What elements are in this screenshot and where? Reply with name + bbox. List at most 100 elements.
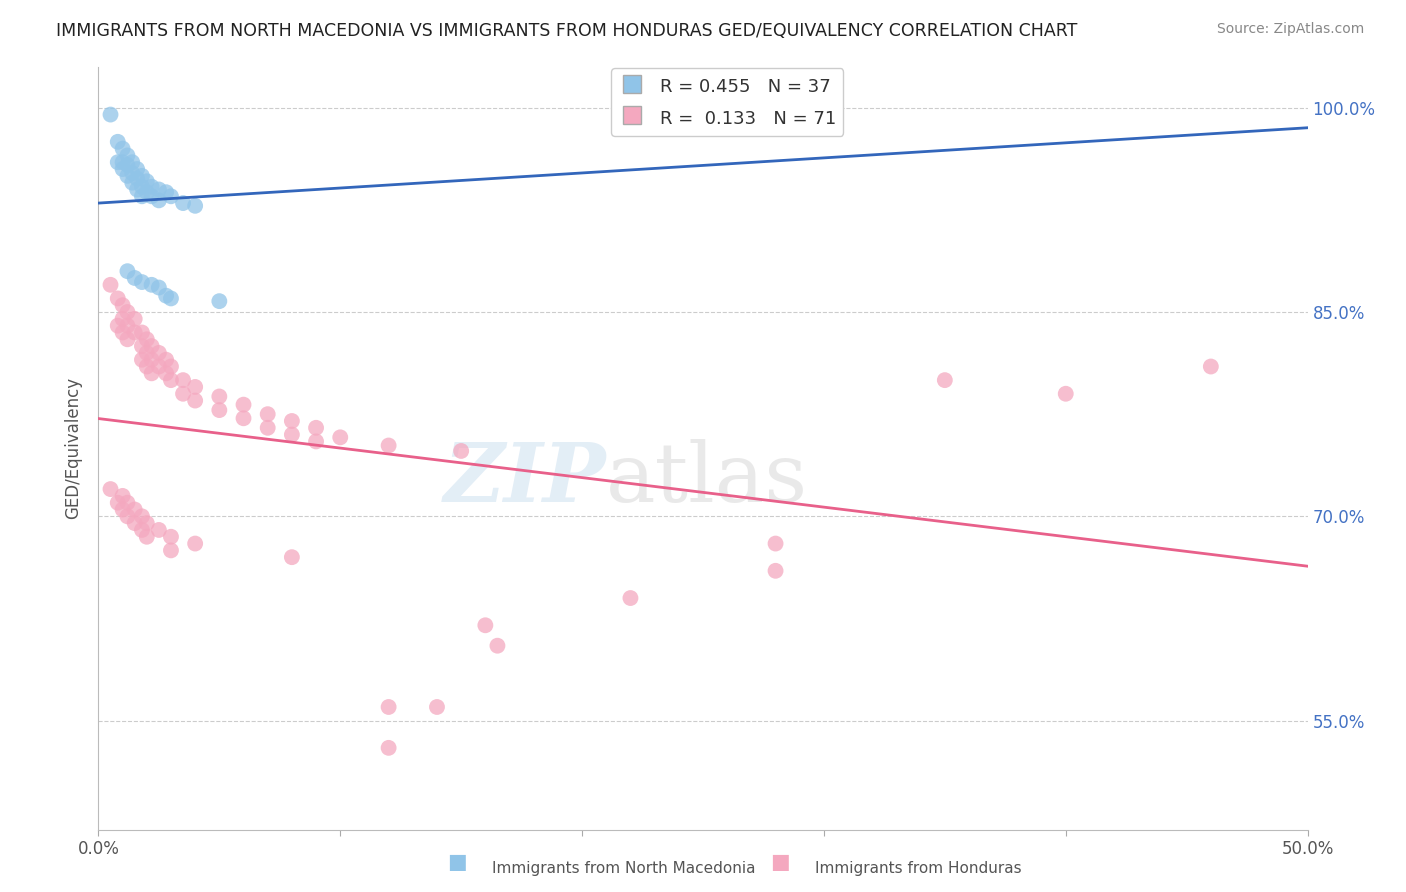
Point: [184, 536, 207, 550]
Point: [127, 171, 149, 186]
Point: [117, 496, 139, 510]
Point: [107, 318, 129, 333]
Point: [232, 398, 254, 412]
Point: [127, 182, 149, 196]
Point: [208, 294, 231, 309]
Text: IMMIGRANTS FROM NORTH MACEDONIA VS IMMIGRANTS FROM HONDURAS GED/EQUIVALENCY CORR: IMMIGRANTS FROM NORTH MACEDONIA VS IMMIG…: [56, 22, 1077, 40]
Point: [131, 339, 153, 353]
Point: [141, 367, 163, 381]
Point: [141, 339, 163, 353]
Point: [135, 530, 157, 544]
Point: [148, 359, 170, 374]
Point: [281, 414, 304, 428]
Point: [148, 523, 170, 537]
Point: [184, 393, 207, 408]
Point: [160, 530, 183, 544]
Point: [486, 639, 509, 653]
Point: [111, 142, 134, 156]
Point: [121, 155, 143, 169]
Point: [127, 162, 149, 177]
Point: [377, 438, 399, 452]
Point: [141, 189, 163, 203]
Point: [131, 169, 153, 183]
Legend: R = 0.455   N = 37, R =  0.133   N = 71: R = 0.455 N = 37, R = 0.133 N = 71: [612, 69, 844, 136]
Point: [232, 411, 254, 425]
Point: [124, 326, 146, 340]
Point: [100, 482, 122, 496]
Point: [107, 496, 129, 510]
Point: [117, 318, 139, 333]
Point: [426, 700, 449, 714]
Text: Immigrants from Honduras: Immigrants from Honduras: [815, 861, 1022, 876]
Point: [135, 346, 157, 360]
Point: [474, 618, 496, 632]
Point: [117, 158, 139, 172]
Point: [155, 367, 177, 381]
Point: [117, 509, 139, 524]
Point: [135, 359, 157, 374]
Point: [107, 155, 129, 169]
Point: [111, 311, 134, 326]
Point: [184, 380, 207, 394]
Point: [131, 523, 153, 537]
Point: [124, 311, 146, 326]
Point: [256, 407, 278, 421]
Point: [141, 277, 163, 292]
Point: [619, 591, 641, 605]
Point: [934, 373, 956, 387]
Point: [131, 326, 153, 340]
Point: [160, 292, 183, 306]
Point: [208, 389, 231, 403]
Point: [131, 179, 153, 194]
Point: [668, 114, 690, 128]
Point: [155, 185, 177, 199]
Point: [131, 275, 153, 289]
Point: [148, 346, 170, 360]
Point: [155, 352, 177, 367]
Text: atlas: atlas: [606, 439, 808, 519]
Point: [377, 740, 399, 755]
Y-axis label: GED/Equivalency: GED/Equivalency: [65, 377, 83, 519]
Point: [141, 352, 163, 367]
Point: [111, 326, 134, 340]
Text: Immigrants from North Macedonia: Immigrants from North Macedonia: [492, 861, 755, 876]
Point: [124, 516, 146, 530]
Point: [184, 199, 207, 213]
Point: [160, 373, 183, 387]
Point: [117, 332, 139, 346]
Point: [281, 550, 304, 565]
Point: [765, 536, 787, 550]
Point: [450, 444, 472, 458]
Point: [305, 421, 328, 435]
Point: [135, 174, 157, 188]
Point: [111, 155, 134, 169]
Point: [107, 292, 129, 306]
Point: [124, 502, 146, 516]
Point: [148, 280, 170, 294]
Point: [155, 289, 177, 303]
Point: [124, 271, 146, 285]
Point: [281, 427, 304, 442]
Point: [117, 305, 139, 319]
Point: [160, 543, 183, 558]
Text: Source: ZipAtlas.com: Source: ZipAtlas.com: [1216, 22, 1364, 37]
Point: [1054, 386, 1077, 401]
Point: [100, 107, 122, 121]
Point: [111, 162, 134, 177]
Point: [148, 182, 170, 196]
Point: [256, 421, 278, 435]
Point: [141, 179, 163, 194]
Text: ZIP: ZIP: [444, 439, 606, 519]
Point: [121, 166, 143, 180]
Point: [135, 185, 157, 199]
Point: [131, 352, 153, 367]
Text: ■: ■: [770, 853, 790, 872]
Point: [172, 386, 194, 401]
Point: [107, 135, 129, 149]
Point: [131, 509, 153, 524]
Point: [131, 189, 153, 203]
Point: [172, 196, 194, 211]
Point: [377, 700, 399, 714]
Point: [111, 489, 134, 503]
Point: [160, 359, 183, 374]
